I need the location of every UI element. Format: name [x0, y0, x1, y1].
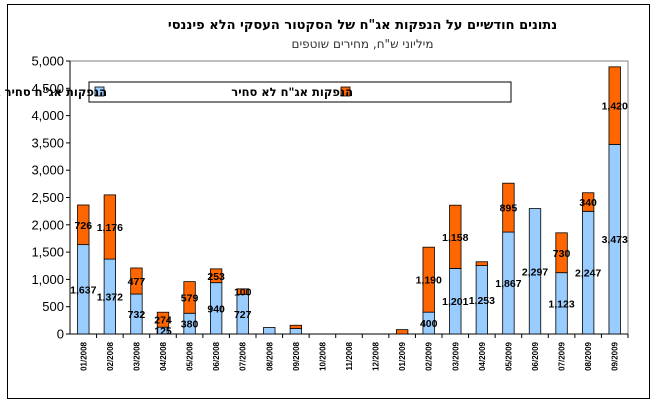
bar-unlisted	[236, 288, 249, 295]
data-label-unlisted: 1,158	[442, 232, 468, 244]
data-label-listed: 1,201	[442, 296, 468, 308]
x-tick-label: 04/2008	[159, 341, 168, 370]
data-label-listed: 1,123	[548, 298, 574, 310]
x-tick-label: 06/2009	[531, 341, 540, 370]
data-label-unlisted: 1,190	[416, 275, 442, 287]
data-label-listed: 732	[128, 309, 146, 321]
data-label-unlisted: 253	[207, 271, 225, 283]
legend-label-listed: הנפקות אג"ח סחיר בבורסה בת"א	[0, 85, 107, 99]
y-tick-label: 0	[57, 327, 64, 342]
data-label-unlisted: 726	[75, 220, 93, 232]
bar-unlisted	[475, 261, 489, 266]
x-tick-label: 06/2008	[212, 341, 221, 370]
bar-listed	[289, 328, 303, 335]
data-label-listed: 727	[234, 309, 252, 321]
bar-unlisted	[289, 324, 303, 329]
bar-unlisted	[555, 232, 568, 274]
y-tick-label: 1,000	[31, 272, 64, 287]
y-tick-label: 2,000	[31, 217, 64, 232]
bar-listed	[263, 327, 276, 335]
x-tick-label: 08/2009	[584, 341, 593, 370]
data-label-listed: 2,297	[522, 266, 548, 278]
bar-unlisted	[422, 246, 435, 313]
data-label-unlisted: 100	[234, 287, 252, 299]
data-label-listed: 400	[420, 318, 438, 330]
bar-unlisted	[77, 204, 90, 246]
x-tick-label: 01/2008	[79, 341, 88, 370]
y-tick-label: 3,500	[31, 135, 64, 150]
x-tick-label: 10/2008	[318, 341, 327, 370]
data-label-listed: 125	[154, 326, 172, 338]
chart-title: נתונים חודשיים על הנפקות אג"ח של הסקטור …	[167, 18, 558, 33]
x-tick-label: 11/2008	[345, 341, 354, 370]
x-tick-label: 08/2008	[265, 341, 274, 370]
x-tick-label: 02/2009	[425, 341, 434, 370]
data-label-listed: 1,637	[70, 284, 96, 296]
x-tick-label: 07/2008	[239, 341, 248, 370]
bar-unlisted	[130, 267, 143, 295]
x-tick-label: 04/2009	[478, 341, 487, 370]
y-tick-label: 500	[42, 299, 64, 314]
bar-unlisted	[209, 268, 223, 284]
legend-swatch-unlisted	[340, 86, 351, 97]
bar-unlisted	[156, 311, 170, 328]
legend-label-unlisted: הנפקות אג"ח לא סחיר	[231, 85, 353, 99]
y-tick-label: 4,000	[31, 108, 64, 123]
data-label-listed: 1,867	[495, 278, 521, 290]
bar-unlisted	[581, 192, 595, 212]
x-tick-label: 09/2008	[292, 341, 301, 370]
bar-unlisted	[183, 281, 196, 314]
data-label-unlisted: 1,420	[602, 101, 628, 113]
x-tick-label: 02/2008	[106, 341, 115, 370]
bar-unlisted	[608, 66, 621, 145]
data-label-listed: 3,473	[602, 234, 628, 246]
data-label-unlisted: 340	[579, 197, 597, 209]
bar-unlisted	[502, 182, 515, 233]
bar-listed	[528, 208, 542, 335]
data-label-unlisted: 730	[553, 248, 571, 260]
y-tick-label: 5,000	[31, 54, 64, 69]
x-tick-label: 01/2009	[398, 341, 407, 370]
legend-box	[88, 81, 512, 103]
x-tick-label: 07/2009	[558, 341, 567, 370]
chart-subtitle: מיליוני ש"ח, מחירים שוטפים	[291, 37, 434, 51]
x-tick-label: 05/2009	[504, 341, 513, 370]
bar-unlisted	[449, 204, 462, 269]
data-label-listed: 1,253	[469, 295, 495, 307]
data-label-unlisted: 1,176	[97, 222, 123, 234]
data-label-listed: 2,247	[575, 268, 601, 280]
data-label-unlisted: 274	[154, 315, 172, 327]
bar-unlisted	[395, 329, 409, 335]
y-tick-label: 1,500	[31, 245, 64, 260]
data-label-unlisted: 579	[181, 292, 199, 304]
bar-unlisted	[103, 194, 117, 260]
x-tick-label: 03/2009	[451, 341, 460, 370]
data-label-listed: 940	[207, 303, 225, 315]
x-tick-label: 12/2008	[372, 341, 381, 370]
legend-swatch-listed	[94, 86, 105, 97]
y-tick-label: 4,500	[31, 81, 64, 96]
data-label-unlisted: 895	[500, 203, 518, 215]
x-tick-label: 03/2008	[132, 341, 141, 370]
y-tick-label: 3,000	[31, 163, 64, 178]
data-label-listed: 1,372	[97, 292, 123, 304]
y-tick-label: 2,500	[31, 190, 64, 205]
x-tick-label: 05/2008	[186, 341, 195, 370]
data-label-listed: 380	[181, 319, 199, 331]
data-label-unlisted: 477	[128, 276, 146, 288]
x-tick-label: 09/2009	[611, 341, 620, 370]
